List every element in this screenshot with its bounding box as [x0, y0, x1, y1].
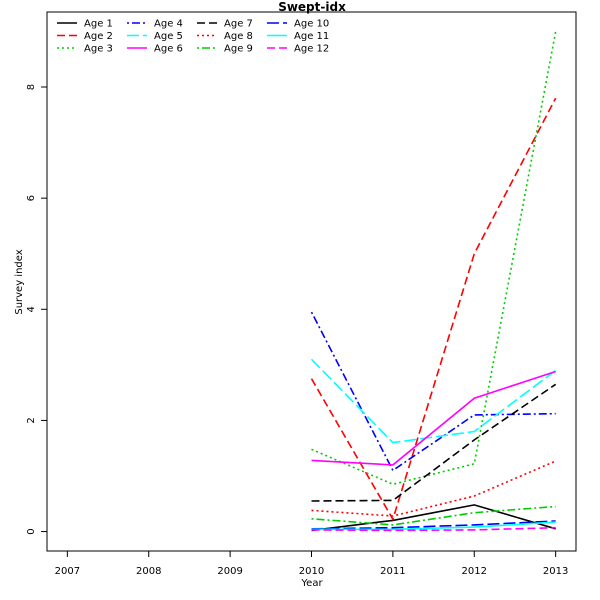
series-line-age-6	[311, 370, 556, 466]
x-tick-label: 2007	[55, 566, 80, 577]
y-axis: 0 2 4 6 8	[26, 84, 47, 535]
legend-label: Age 4	[154, 19, 183, 30]
legend-label: Age 10	[294, 19, 329, 30]
legend-label: Age 9	[224, 44, 253, 55]
series-line-age-4	[310, 311, 556, 472]
series-line-age-1	[311, 504, 556, 532]
legend-label: Age 7	[224, 19, 253, 30]
x-axis-title: Year	[300, 578, 323, 589]
series-line-age-11	[311, 521, 556, 531]
plot-frame	[46, 11, 577, 552]
series-line-age-10	[311, 520, 556, 530]
y-tick-label: 8	[26, 84, 37, 90]
y-tick-label: 2	[26, 417, 37, 423]
chart-title: Swept-idx	[278, 0, 346, 14]
y-tick-label: 0	[26, 528, 37, 534]
x-tick-label: 2009	[217, 566, 242, 577]
x-tick-label: 2008	[136, 566, 161, 577]
legend-label: Age 1	[84, 19, 113, 30]
legend-label: Age 5	[154, 31, 183, 42]
legend-label: Age 8	[224, 31, 253, 42]
series-line-age-8	[311, 460, 557, 517]
series-line-age-2	[310, 97, 557, 522]
series-line-age-9	[311, 505, 556, 526]
y-tick-label: 6	[26, 195, 37, 201]
legend-label: Age 12	[294, 44, 329, 55]
y-tick-label: 4	[26, 306, 37, 312]
x-tick-label: 2013	[543, 566, 568, 577]
x-tick-label: 2010	[299, 566, 324, 577]
series-line-age-3	[311, 31, 557, 486]
legend-label: Age 2	[84, 31, 113, 42]
x-tick-label: 2012	[462, 566, 487, 577]
series-line-age-5	[310, 358, 557, 444]
y-axis-title: Survey index	[14, 249, 25, 314]
x-tick-label: 2011	[380, 566, 405, 577]
legend-label: Age 3	[84, 44, 113, 55]
legend-label: Age 11	[294, 31, 329, 42]
series-line-age-12	[311, 526, 556, 532]
legend-label: Age 6	[154, 44, 183, 55]
series-layer	[310, 31, 557, 532]
x-axis: 2007 2008 2009 2010 2011 2012 2013	[55, 551, 568, 577]
series-line-age-7	[311, 383, 557, 502]
